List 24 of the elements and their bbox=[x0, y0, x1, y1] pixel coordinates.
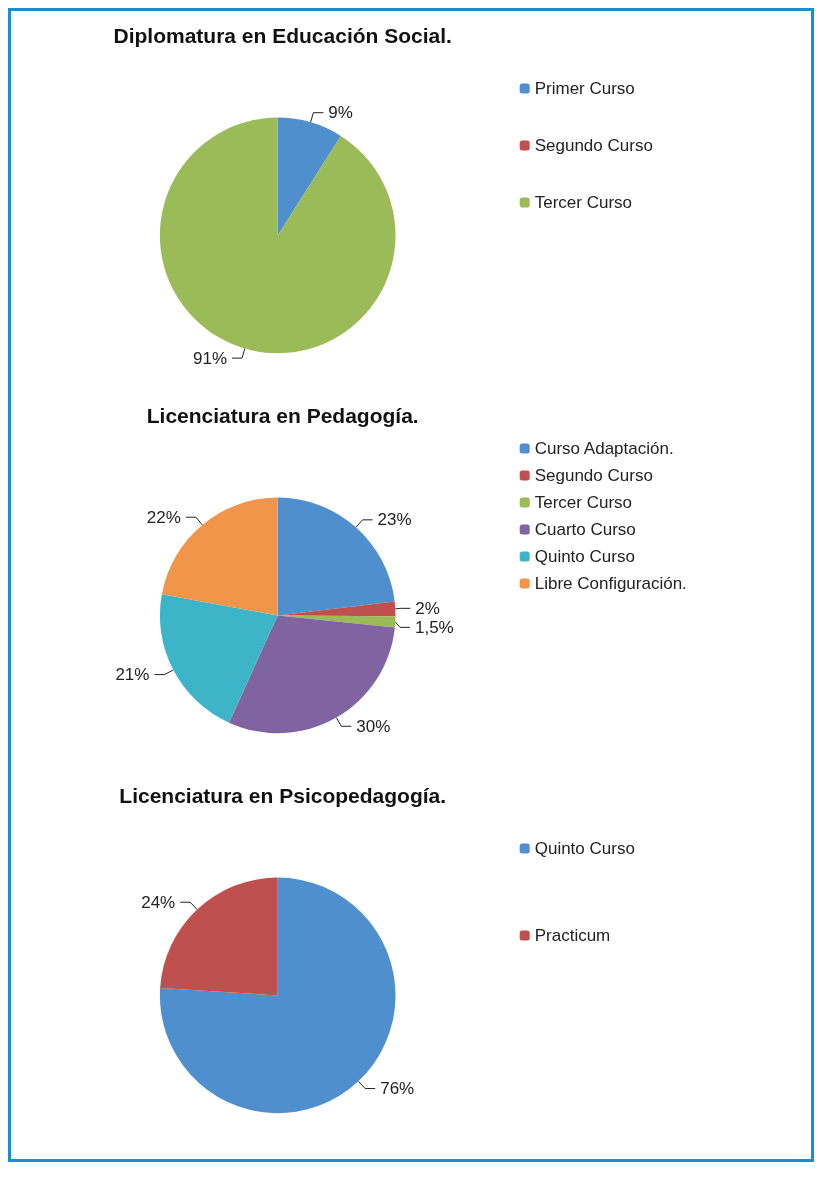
legend-label: Tercer Curso bbox=[534, 193, 633, 212]
legend-label: Segundo Curso bbox=[534, 466, 653, 485]
data-label: 23% bbox=[377, 510, 412, 530]
legend-label: Quinto Curso bbox=[534, 547, 635, 566]
legend-label: Practicum bbox=[534, 926, 611, 945]
data-label: 22% bbox=[146, 507, 181, 527]
data-label: 30% bbox=[356, 716, 391, 736]
legend-label: Quinto Curso bbox=[534, 839, 635, 858]
legend-label: Segundo Curso bbox=[534, 136, 653, 155]
data-label: 91% bbox=[193, 348, 228, 368]
data-label: 2% bbox=[415, 598, 440, 618]
data-label: 1,5% bbox=[414, 617, 454, 637]
chart-title: Diplomatura en Educación Social. bbox=[113, 24, 452, 47]
chart-title: Licenciatura en Pedagogía. bbox=[146, 404, 419, 427]
data-label: 76% bbox=[380, 1079, 415, 1099]
data-label: 24% bbox=[141, 892, 176, 912]
legend-label: Tercer Curso bbox=[534, 493, 633, 512]
legend-label: Primer Curso bbox=[534, 79, 635, 98]
chart-title: Licenciatura en Psicopedagogía. bbox=[119, 784, 447, 807]
legend-label: Curso Adaptación. bbox=[534, 439, 674, 458]
legend-label: Libre Configuración. bbox=[534, 574, 687, 593]
legend-label: Cuarto Curso bbox=[534, 520, 636, 539]
data-label: 21% bbox=[115, 665, 150, 685]
data-label: 9% bbox=[328, 103, 353, 123]
